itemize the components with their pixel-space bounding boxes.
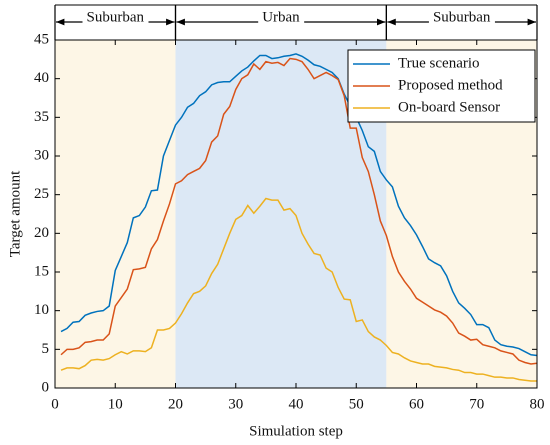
y-tick-label: 5 (42, 341, 50, 357)
region-label-bg (258, 9, 305, 26)
series-line (60, 53, 538, 357)
region-band (55, 40, 176, 388)
y-tick-label: 35 (34, 109, 49, 125)
region-label-bg (82, 9, 149, 26)
y-axis-label: Target amount (7, 170, 23, 257)
series-line (60, 57, 538, 365)
region-label: Suburban (433, 9, 491, 25)
series-line (60, 197, 537, 382)
y-tick-label: 30 (34, 147, 49, 163)
y-tick-label: 0 (42, 379, 50, 395)
x-tick-label: 50 (349, 396, 364, 412)
y-tick-label: 45 (34, 31, 49, 47)
y-tick-label: 25 (34, 186, 49, 202)
x-tick-label: 30 (228, 396, 243, 412)
y-tick-label: 15 (34, 263, 49, 279)
x-axis-label: Simulation step (249, 423, 343, 439)
y-tick-label: 20 (34, 225, 49, 241)
x-tick-label: 80 (530, 396, 545, 412)
x-tick-label: 0 (51, 396, 59, 412)
legend-label: On-board Sensor (398, 99, 500, 115)
x-tick-label: 10 (108, 396, 123, 412)
region-label-bg (428, 9, 495, 26)
y-tick-label: 10 (34, 302, 49, 318)
x-tick-label: 60 (409, 396, 424, 412)
y-tick-label: 40 (34, 70, 49, 86)
region-label: Suburban (87, 9, 145, 25)
legend-label: True scenario (398, 55, 480, 71)
region-label: Urban (262, 9, 300, 25)
x-tick-label: 20 (168, 396, 183, 412)
legend-label: Proposed method (398, 77, 503, 93)
x-tick-label: 70 (469, 396, 484, 412)
x-tick-label: 40 (289, 396, 304, 412)
